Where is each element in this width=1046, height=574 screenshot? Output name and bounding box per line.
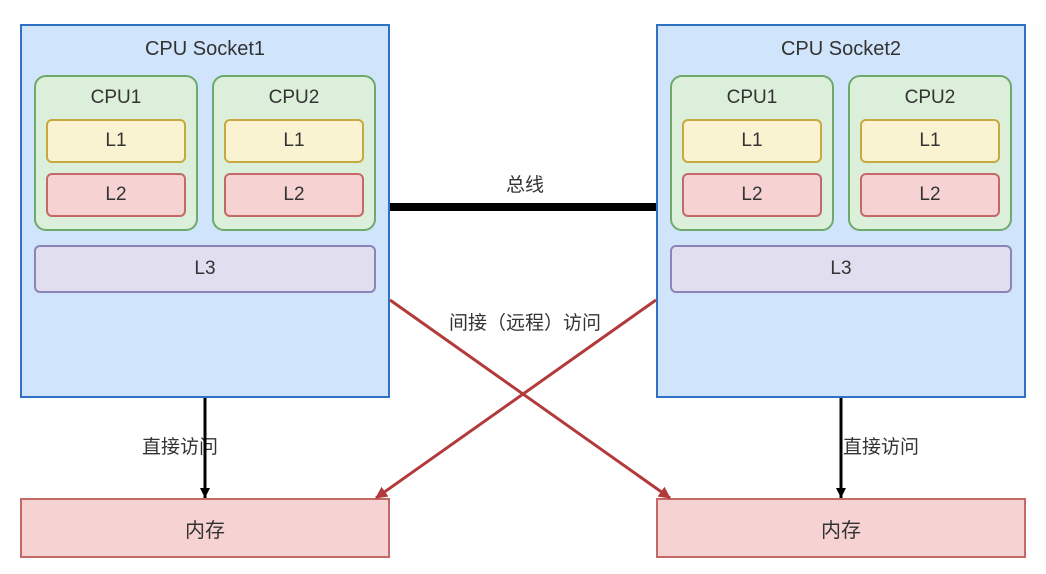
l1-cache: L1 <box>224 119 364 163</box>
cpu-socket-1: CPU Socket1 CPU1 L1 L2 CPU2 L1 L2 L3 <box>20 24 390 398</box>
memory-1: 内存 <box>20 498 390 558</box>
l2-cache: L2 <box>224 173 364 217</box>
l1-cache: L1 <box>860 119 1000 163</box>
socket-1-l3-cache: L3 <box>34 245 376 293</box>
socket-2-l3-cache: L3 <box>670 245 1012 293</box>
memory-2: 内存 <box>656 498 1026 558</box>
l1-cache: L1 <box>46 119 186 163</box>
direct-access-label-1: 直接访问 <box>125 432 235 459</box>
cpu-socket-2: CPU Socket2 CPU1 L1 L2 CPU2 L1 L2 L3 <box>656 24 1026 398</box>
l2-cache: L2 <box>860 173 1000 217</box>
socket-2-cpu-row: CPU1 L1 L2 CPU2 L1 L2 <box>670 75 1012 231</box>
socket-2-cpu-1-title: CPU1 <box>682 87 822 109</box>
socket-1-cpu-1: CPU1 L1 L2 <box>34 75 198 231</box>
socket-1-cpu-2-title: CPU2 <box>224 87 364 109</box>
l1-cache: L1 <box>682 119 822 163</box>
socket-1-cpu-2: CPU2 L1 L2 <box>212 75 376 231</box>
bus-label: 总线 <box>480 170 570 197</box>
direct-access-label-2: 直接访问 <box>826 432 936 459</box>
l2-cache: L2 <box>46 173 186 217</box>
socket-2-title: CPU Socket2 <box>670 38 1012 61</box>
l2-cache: L2 <box>682 173 822 217</box>
socket-2-cpu-1: CPU1 L1 L2 <box>670 75 834 231</box>
indirect-access-label: 间接（远程）访问 <box>420 308 630 335</box>
socket-2-cpu-2: CPU2 L1 L2 <box>848 75 1012 231</box>
socket-2-cpu-2-title: CPU2 <box>860 87 1000 109</box>
socket-1-title: CPU Socket1 <box>34 38 376 61</box>
socket-1-cpu-1-title: CPU1 <box>46 87 186 109</box>
socket-1-cpu-row: CPU1 L1 L2 CPU2 L1 L2 <box>34 75 376 231</box>
